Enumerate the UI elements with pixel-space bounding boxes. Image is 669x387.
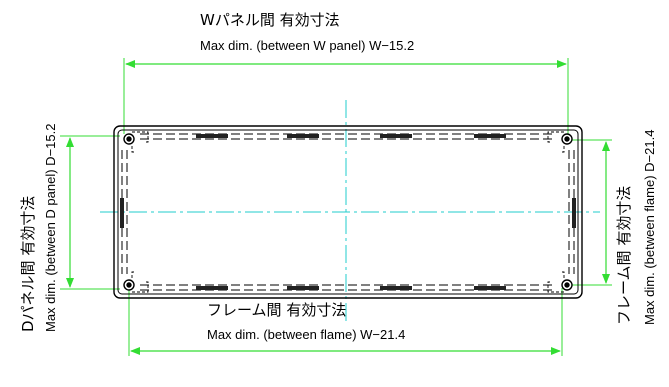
right-label-en: Max dim. (between flame) D−21.4 <box>642 129 657 325</box>
panel-bar <box>287 286 319 290</box>
bolt-icon <box>123 279 135 291</box>
bottom-label-en: Max dim. (between flame) W−21.4 <box>207 327 406 342</box>
panel-bar <box>196 134 228 138</box>
dimension-lines <box>66 60 610 355</box>
panel-bar <box>196 286 228 290</box>
outer-frame <box>113 125 583 299</box>
panel-bar <box>287 134 319 138</box>
top-label-jp: Wパネル間 有効寸法 <box>200 11 340 29</box>
center-lines <box>100 100 600 322</box>
left-label-en: Max dim. (between D panel) D−15.2 <box>43 123 58 332</box>
bolt-icon <box>123 133 135 145</box>
right-label-jp: フレーム間 有効寸法 <box>615 185 633 325</box>
bolt-icon <box>561 279 573 291</box>
top-label-en: Max dim. (between W panel) W−15.2 <box>200 38 415 53</box>
panel-bars <box>120 134 576 290</box>
panel-bar <box>380 286 412 290</box>
bottom-label-jp: フレーム間 有効寸法 <box>207 301 347 319</box>
corner-brackets <box>131 131 565 293</box>
extension-lines <box>60 58 612 356</box>
inner-frame <box>117 129 579 295</box>
corner-bolts <box>123 133 573 291</box>
left-label-jp: Dパネル間 有効寸法 <box>19 195 37 332</box>
panel-bar <box>474 286 506 290</box>
tray-outline <box>113 125 583 299</box>
panel-bar <box>380 134 412 138</box>
panel-bar <box>572 198 576 228</box>
panel-bar <box>474 134 506 138</box>
bolt-icon <box>561 133 573 145</box>
panel-bar <box>120 198 124 228</box>
